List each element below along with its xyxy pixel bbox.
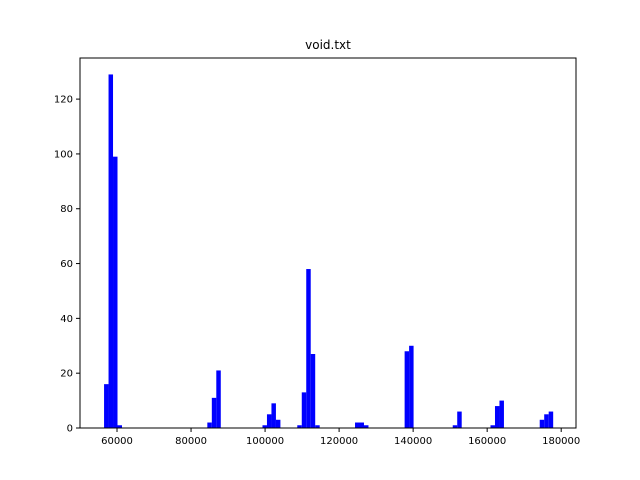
histogram-bar bbox=[544, 414, 549, 428]
x-tick-label: 120000 bbox=[320, 436, 358, 447]
histogram-bar bbox=[359, 422, 364, 428]
x-tick-label: 160000 bbox=[468, 436, 506, 447]
histogram-bar bbox=[494, 406, 500, 428]
x-tick-label: 180000 bbox=[542, 436, 580, 447]
histogram-bar bbox=[207, 422, 212, 428]
histogram-bar bbox=[108, 74, 114, 428]
x-tick-label: 80000 bbox=[175, 436, 207, 447]
histogram-bar bbox=[113, 156, 118, 428]
histogram-bar bbox=[301, 392, 307, 428]
chart-title: void.txt bbox=[305, 38, 351, 52]
y-tick-label: 120 bbox=[54, 95, 73, 106]
plot-frame bbox=[79, 57, 577, 429]
histogram-bar bbox=[117, 425, 122, 428]
histogram-bar bbox=[499, 400, 504, 428]
histogram-bar bbox=[310, 354, 316, 428]
y-axis-ticks: 0 20 40 60 80 100 120 bbox=[54, 95, 80, 435]
histogram-bar bbox=[104, 384, 109, 428]
y-tick-label: 100 bbox=[54, 149, 73, 160]
histogram-bar bbox=[271, 403, 276, 428]
histogram-bar bbox=[216, 370, 221, 428]
y-tick-label: 80 bbox=[60, 204, 73, 215]
histogram-bar bbox=[262, 425, 267, 428]
histogram-bar bbox=[452, 425, 458, 428]
histogram-bar bbox=[409, 345, 414, 428]
histogram-bar bbox=[355, 422, 360, 428]
histogram-bar bbox=[275, 419, 281, 428]
histogram-bar bbox=[548, 411, 554, 428]
y-tick-label: 40 bbox=[60, 314, 73, 325]
histogram-bar bbox=[211, 397, 217, 428]
histogram-bar bbox=[297, 425, 302, 428]
histogram-bar bbox=[363, 425, 369, 428]
y-tick-label: 0 bbox=[67, 424, 73, 435]
histogram-bar bbox=[315, 425, 320, 428]
histogram-bar bbox=[306, 269, 311, 428]
x-tick-label: 140000 bbox=[394, 436, 432, 447]
histogram-bar bbox=[490, 425, 495, 428]
histogram-bar bbox=[266, 414, 272, 428]
x-tick-label: 60000 bbox=[101, 436, 133, 447]
bars-group bbox=[104, 74, 554, 428]
y-tick-label: 60 bbox=[60, 259, 73, 270]
y-tick-label: 20 bbox=[60, 369, 73, 380]
histogram-bar bbox=[539, 419, 545, 428]
histogram-bar bbox=[457, 411, 462, 428]
x-axis-ticks: 60000 80000 100000 120000 140000 160000 180000 bbox=[101, 428, 580, 447]
x-tick-label: 100000 bbox=[246, 436, 284, 447]
histogram-bar bbox=[404, 351, 410, 428]
